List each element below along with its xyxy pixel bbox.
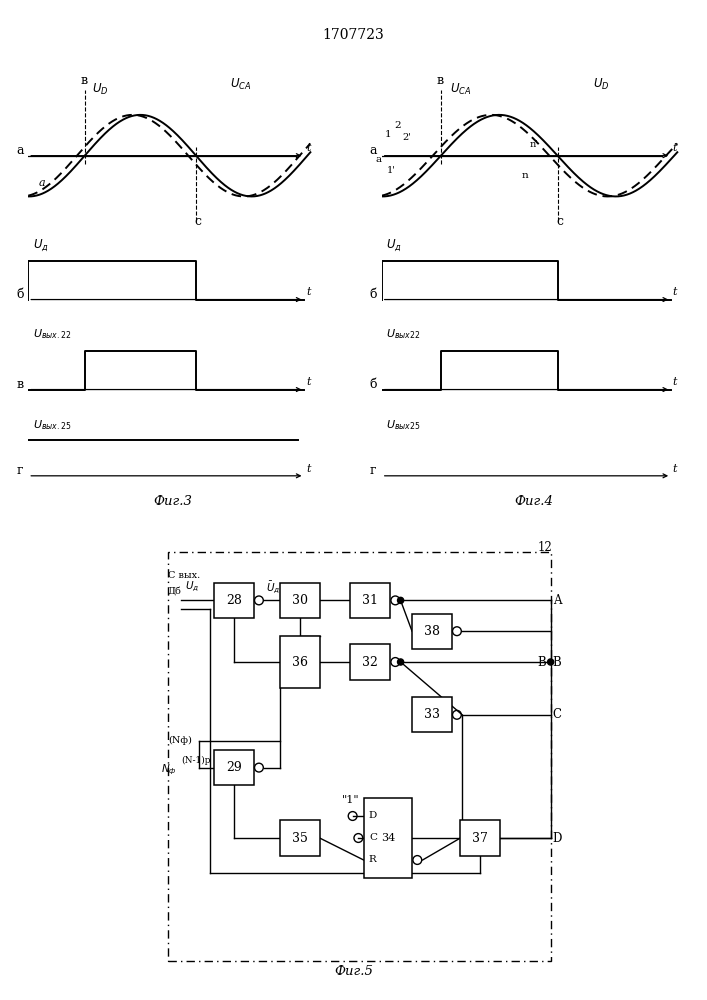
- Text: б: б: [369, 378, 377, 391]
- Text: в: в: [436, 74, 443, 87]
- Text: 36: 36: [292, 656, 308, 668]
- Text: t: t: [672, 143, 677, 153]
- Text: $U_д$: $U_д$: [185, 580, 199, 594]
- Text: D: D: [369, 812, 377, 820]
- Text: г: г: [16, 464, 23, 477]
- Text: t: t: [306, 377, 310, 387]
- Text: D: D: [553, 832, 562, 844]
- Text: c: c: [556, 215, 563, 228]
- Text: t: t: [672, 287, 677, 297]
- Bar: [168, 552, 551, 961]
- Text: (Nф): (Nф): [168, 736, 192, 745]
- Text: в: в: [80, 74, 88, 87]
- Text: "1": "1": [341, 795, 359, 805]
- Text: б: б: [369, 288, 377, 301]
- Circle shape: [397, 597, 404, 603]
- Text: 28: 28: [226, 594, 242, 607]
- Text: 34: 34: [380, 833, 395, 843]
- Text: $U_{вых25}$: $U_{вых25}$: [387, 418, 421, 432]
- Text: $U_д$: $U_д$: [387, 237, 402, 253]
- Text: t: t: [672, 377, 677, 387]
- Text: а: а: [39, 178, 45, 188]
- Text: а: а: [16, 144, 24, 157]
- Text: в: в: [16, 378, 23, 391]
- Bar: [412, 614, 452, 649]
- Text: t: t: [306, 143, 310, 153]
- Text: $U_{вых.22}$: $U_{вых.22}$: [33, 327, 71, 341]
- Text: Фиг.5: Фиг.5: [334, 965, 373, 978]
- Text: t: t: [306, 287, 310, 297]
- Text: $\bar{U}_д$: $\bar{U}_д$: [266, 580, 280, 596]
- Text: 37: 37: [472, 832, 488, 844]
- Text: г: г: [369, 464, 376, 477]
- Text: Дб: Дб: [168, 587, 182, 596]
- Circle shape: [547, 659, 554, 665]
- Text: R: R: [369, 856, 377, 864]
- Text: 2': 2': [402, 133, 411, 142]
- Bar: [412, 697, 452, 732]
- Text: 30: 30: [292, 594, 308, 607]
- Text: 1': 1': [387, 166, 395, 175]
- Text: Фиг.3: Фиг.3: [154, 495, 192, 508]
- Circle shape: [397, 659, 404, 665]
- Text: 12: 12: [537, 541, 552, 554]
- Bar: [214, 583, 254, 618]
- Text: $U_{СА}$: $U_{СА}$: [230, 77, 252, 92]
- Text: B: B: [553, 656, 561, 668]
- Text: B: B: [537, 656, 547, 668]
- Text: C: C: [369, 834, 377, 842]
- Text: Фиг.4: Фиг.4: [515, 495, 553, 508]
- Text: (N-1)р: (N-1)р: [181, 756, 211, 765]
- Text: t: t: [306, 464, 310, 474]
- Text: A: A: [553, 594, 561, 607]
- Text: 29: 29: [226, 761, 242, 774]
- Bar: [214, 750, 254, 785]
- Text: n': n': [530, 140, 539, 149]
- Text: $U_{СА}$: $U_{СА}$: [450, 81, 472, 97]
- Bar: [351, 583, 390, 618]
- Text: 33: 33: [423, 708, 440, 721]
- Text: $U_д$: $U_д$: [33, 237, 49, 253]
- Bar: [280, 636, 320, 688]
- Text: n: n: [522, 171, 529, 180]
- Text: $U_{вых22}$: $U_{вых22}$: [387, 327, 421, 341]
- Text: 31: 31: [362, 594, 378, 607]
- Text: $N_ф$: $N_ф$: [161, 762, 177, 777]
- Text: 38: 38: [423, 625, 440, 638]
- Text: б: б: [16, 288, 24, 301]
- Bar: [460, 820, 500, 856]
- Text: 1707723: 1707723: [322, 28, 385, 42]
- Text: 35: 35: [292, 832, 308, 844]
- Text: c: c: [194, 215, 201, 228]
- Text: C: C: [553, 708, 562, 721]
- Text: $U_D$: $U_D$: [593, 77, 610, 92]
- Text: 32: 32: [362, 656, 378, 668]
- Text: 2: 2: [395, 121, 401, 130]
- Text: С вых.: С вых.: [168, 571, 200, 580]
- Text: 1: 1: [385, 130, 392, 139]
- Text: а: а: [369, 144, 377, 157]
- Text: $U_D$: $U_D$: [92, 81, 109, 97]
- Bar: [363, 798, 412, 878]
- Text: $U_{вых.25}$: $U_{вых.25}$: [33, 418, 71, 432]
- Bar: [351, 644, 390, 680]
- Text: а: а: [375, 155, 382, 164]
- Bar: [280, 820, 320, 856]
- Bar: [280, 583, 320, 618]
- Text: t: t: [672, 464, 677, 474]
